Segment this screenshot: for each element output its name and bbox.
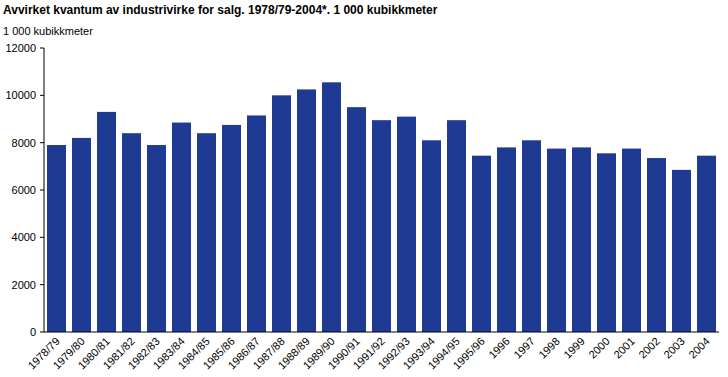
y-tick-label: 2000: [12, 279, 36, 291]
x-tick-label: 1999: [561, 335, 587, 361]
title: Avvirket kvantum av industrivirke for sa…: [3, 3, 438, 17]
y-label: 1 000 kubikkmeter: [3, 25, 93, 37]
x-axis: [44, 332, 719, 333]
bar: [297, 89, 316, 332]
y-tick: [40, 190, 44, 191]
bar: [672, 170, 691, 332]
bar: [172, 123, 191, 332]
bar: [572, 147, 591, 332]
x-tick-label: 2003: [661, 335, 687, 361]
y-tick-label: 12000: [5, 42, 36, 54]
y-tick-label: 10000: [5, 89, 36, 101]
bar: [122, 133, 141, 332]
bar: [647, 158, 666, 332]
bar: [697, 156, 716, 332]
bar: [522, 140, 541, 332]
x-tick-label: 2002: [636, 335, 662, 361]
x-tick-label: 2000: [586, 335, 612, 361]
x-tick-label: 2004: [686, 335, 712, 361]
bar: [147, 145, 166, 332]
x-tick-label: 1995/96: [450, 335, 487, 372]
bar: [247, 115, 266, 332]
y-tick-label: 6000: [12, 184, 36, 196]
bar: [222, 125, 241, 332]
bar: [622, 149, 641, 332]
x-tick-label: 1996: [486, 335, 512, 361]
bar: [422, 140, 441, 332]
y-tick: [40, 237, 44, 238]
bar: [597, 153, 616, 332]
bar: [72, 138, 91, 332]
bars: [47, 82, 716, 332]
y-tick: [40, 95, 44, 96]
y-tick-label: 0: [30, 326, 36, 338]
y-tick-label: 8000: [12, 137, 36, 149]
x-tick-label: 1998: [536, 335, 562, 361]
bar: [272, 95, 291, 332]
bar: [97, 112, 116, 332]
chart: Avvirket kvantum av industrivirke for sa…: [0, 0, 728, 377]
y-tick: [40, 48, 44, 49]
y-tick-label: 4000: [12, 231, 36, 243]
bar: [397, 117, 416, 332]
y-tick: [40, 142, 44, 143]
y-axis: [44, 48, 45, 332]
bar: [197, 133, 216, 332]
bar: [447, 120, 466, 332]
x-tick-label: 1997: [511, 335, 537, 361]
bar: [372, 120, 391, 332]
bar: [47, 145, 66, 332]
bar: [547, 149, 566, 332]
bar: [472, 156, 491, 332]
y-tick: [40, 332, 44, 333]
y-tick: [40, 284, 44, 285]
bar: [347, 107, 366, 332]
bar: [322, 82, 341, 332]
x-tick-label: 2001: [611, 335, 637, 361]
bar: [497, 147, 516, 332]
